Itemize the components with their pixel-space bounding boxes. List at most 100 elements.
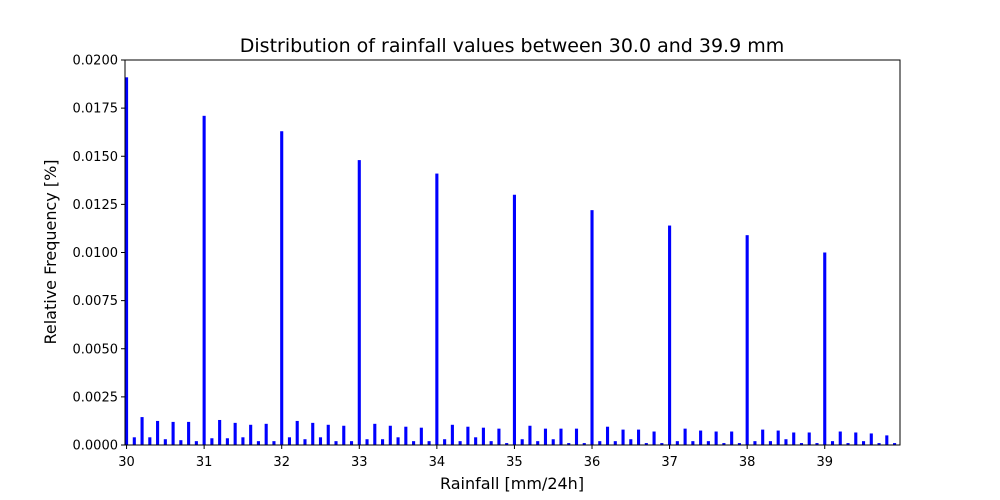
bar: [365, 439, 369, 445]
bar: [256, 441, 260, 445]
bar: [838, 431, 842, 445]
bar: [156, 420, 160, 445]
bar: [893, 443, 897, 445]
bar: [613, 441, 617, 445]
y-tick-label: 0.0150: [73, 150, 119, 165]
bar: [807, 432, 811, 445]
bar: [714, 431, 718, 445]
bar: [543, 428, 548, 445]
bar: [512, 194, 516, 445]
y-tick-label: 0.0000: [73, 439, 119, 454]
x-tick-label: 34: [429, 455, 446, 470]
bar: [140, 417, 144, 445]
bar: [706, 441, 710, 445]
x-tick-label: 38: [739, 455, 756, 470]
bar: [489, 441, 493, 445]
bar: [660, 443, 664, 445]
y-tick-label: 0.0050: [73, 342, 119, 357]
bar: [753, 441, 757, 445]
bar: [691, 441, 695, 445]
bar: [722, 443, 726, 445]
bar: [761, 429, 765, 445]
x-axis-ticks: 30 31 32 33 34 35 36 37 38 39: [118, 445, 833, 470]
bar: [683, 428, 687, 445]
bar: [846, 443, 850, 445]
bar: [303, 439, 307, 445]
x-axis-label: Rainfall [mm/24h]: [440, 474, 584, 493]
y-tick-label: 0.0075: [73, 294, 119, 309]
bar: [652, 431, 656, 445]
bar: [505, 443, 509, 445]
bar: [598, 441, 602, 445]
bar: [179, 440, 183, 445]
bar: [272, 441, 276, 445]
y-axis-ticks: 0.0000 0.0025 0.0050 0.0075 0.0100 0.0125 0.01…: [73, 54, 125, 454]
bar: [823, 252, 827, 445]
bar: [404, 426, 408, 445]
bar: [815, 443, 819, 445]
bar: [132, 437, 136, 445]
bar: [125, 77, 129, 445]
y-tick-label: 0.0125: [73, 198, 119, 213]
bar: [295, 420, 299, 445]
y-tick-label: 0.0175: [73, 102, 119, 117]
bar: [218, 419, 222, 445]
bar: [768, 441, 772, 445]
x-tick-label: 36: [584, 455, 601, 470]
bars-group: [125, 77, 897, 446]
bar: [497, 428, 501, 445]
bar: [466, 426, 470, 445]
bar: [373, 423, 377, 445]
bar: [776, 430, 780, 445]
bar: [621, 429, 625, 445]
bar: [559, 428, 563, 445]
bar: [419, 427, 423, 445]
bar: [644, 443, 648, 445]
bar: [427, 441, 431, 445]
bar: [264, 423, 268, 445]
bar: [443, 439, 447, 445]
bar: [163, 439, 167, 445]
y-axis-label: Relative Frequency [%]: [41, 159, 60, 344]
bar: [520, 439, 524, 445]
bar: [730, 431, 734, 445]
bar: [458, 441, 462, 445]
bar: [536, 441, 540, 445]
bar: [668, 225, 672, 445]
bar: [194, 441, 198, 445]
bar: [854, 432, 858, 445]
bar: [349, 441, 354, 445]
bar: [869, 433, 873, 445]
bar: [412, 441, 416, 445]
bar: [885, 435, 889, 446]
bar: [357, 160, 361, 445]
bar: [396, 437, 400, 445]
bar: [225, 438, 229, 445]
bar: [699, 430, 703, 445]
bar: [381, 439, 385, 445]
x-tick-label: 31: [196, 455, 213, 470]
bar: [241, 437, 245, 445]
bar: [799, 443, 804, 445]
bar: [745, 235, 749, 445]
bar: [551, 439, 555, 445]
x-tick-label: 37: [661, 455, 678, 470]
bar: [171, 421, 175, 445]
bar: [342, 425, 346, 445]
bar: [590, 210, 594, 445]
bar: [629, 439, 633, 445]
bar: [481, 427, 485, 445]
bar: [877, 443, 881, 445]
bar: [528, 425, 532, 445]
bar: [334, 441, 338, 445]
bar: [450, 424, 454, 445]
bar: [187, 421, 191, 445]
bar: [148, 437, 152, 445]
bar: [737, 443, 741, 445]
bar: [326, 424, 330, 445]
bar: [311, 422, 315, 445]
bar: [435, 173, 439, 445]
chart-title: Distribution of rainfall values between …: [240, 35, 784, 57]
bar: [784, 439, 788, 445]
